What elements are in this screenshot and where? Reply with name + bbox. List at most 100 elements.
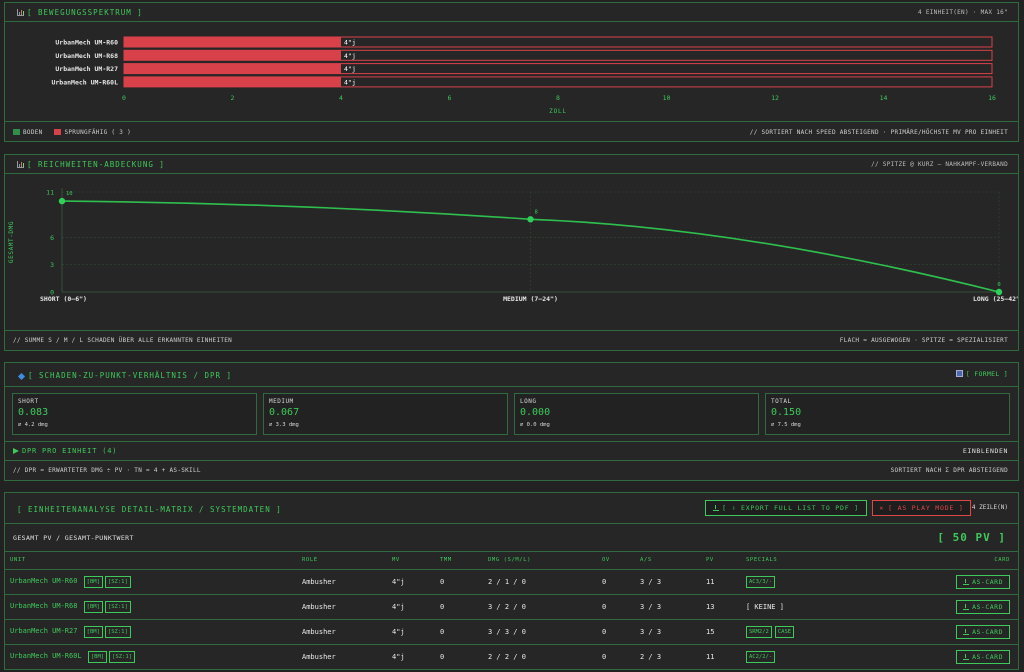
- specials-cell: AC3/3/-: [741, 569, 911, 595]
- special-tag: AC3/3/-: [746, 575, 776, 588]
- card-sub: ⌀ 3.3 dmg: [269, 422, 299, 428]
- as-card-button[interactable]: AS-CARD: [956, 599, 1010, 614]
- formula-button[interactable]: [ FORMEL ]: [955, 370, 1008, 378]
- as-cell: 3 / 3: [635, 594, 701, 620]
- card-value: 0.083: [18, 407, 49, 418]
- pv-cell: 11: [701, 569, 741, 595]
- size-tag: [SZ:1]: [104, 575, 131, 588]
- type-tag: [BM]: [83, 625, 103, 638]
- y-tick-label: 6: [50, 234, 54, 242]
- card-sub: ⌀ 0.0 dmg: [520, 422, 550, 428]
- size-tag: [SZ:1]: [104, 625, 131, 638]
- col-role[interactable]: ROLE: [297, 552, 387, 570]
- card-sub: ⌀ 7.5 dmg: [771, 422, 801, 428]
- y-tick-label: 3: [50, 261, 54, 269]
- range-footer-right: FLACH = AUSGEWOGEN · SPITZE = SPEZIALISI…: [839, 337, 1008, 344]
- movement-chart: UrbanMech UM-R60 4"j UrbanMech UM-R68 4"j Ur…: [51, 36, 996, 115]
- tmm-cell: 0: [435, 569, 483, 595]
- dpr-per-unit-toggle[interactable]: DPR PRO EINHEIT (4): [13, 447, 117, 455]
- data-point: [995, 288, 1003, 296]
- col-unit[interactable]: UNIT: [5, 552, 297, 570]
- as-play-mode-button[interactable]: ✕[ AS PLAY MODE ]: [872, 500, 971, 516]
- total-label: GESAMT PV / GESAMT-PUNKTWERT: [13, 534, 134, 542]
- bar-value-label: 4"j: [344, 39, 356, 47]
- ov-cell: 0: [597, 619, 635, 645]
- bar-category-label: UrbanMech UM-R27: [55, 65, 118, 73]
- pv-cell: 15: [701, 619, 741, 645]
- jump-bar: [124, 76, 341, 87]
- divider: [5, 460, 1018, 461]
- download-icon: [713, 505, 720, 511]
- unit-name[interactable]: UrbanMech UM-R27: [10, 626, 78, 635]
- special-tag: SRM2/2: [746, 625, 772, 638]
- card-label: MEDIUM: [269, 398, 294, 405]
- col-card[interactable]: CARD: [911, 552, 1018, 570]
- role-cell: Ambusher: [297, 644, 387, 670]
- ground-swatch: [13, 129, 20, 135]
- as-card-button[interactable]: AS-CARD: [956, 574, 1010, 589]
- ov-cell: 0: [597, 569, 635, 595]
- card-label: TOTAL: [771, 398, 792, 405]
- movement-legend: BODEN SPRUNGFÄHIG ( 3 ): [13, 129, 131, 136]
- tmm-cell: 0: [435, 594, 483, 620]
- card-value: 0.000: [520, 407, 551, 418]
- x-tick-label: 14: [880, 94, 888, 102]
- bar-category-label: UrbanMech UM-R60L: [51, 78, 118, 86]
- special-tag: AC2/2/-: [746, 650, 776, 663]
- col-mv[interactable]: MV: [387, 552, 435, 570]
- specials-cell: SRM2/2 CASE: [741, 619, 911, 645]
- unit-name[interactable]: UrbanMech UM-R60: [10, 576, 78, 585]
- card-cell: AS-CARD: [911, 644, 1018, 670]
- range-footer-left: // SUMME S / M / L SCHADEN ÜBER ALLE ERK…: [13, 337, 233, 344]
- swords-icon: ✕: [879, 504, 885, 512]
- table-row: UrbanMech UM-R27 [BM] [SZ:1] Ambusher 4"j 0 3…: [5, 619, 1018, 645]
- mv-cell: 4"j: [387, 644, 435, 670]
- type-tag: [BM]: [83, 600, 103, 613]
- as-card-button[interactable]: AS-CARD: [956, 624, 1010, 639]
- x-tick-label: 6: [448, 94, 452, 102]
- show-button[interactable]: EINBLENDEN: [962, 447, 1008, 455]
- col-ov[interactable]: OV: [597, 552, 635, 570]
- col-specials[interactable]: SPECIALS: [741, 552, 911, 570]
- as-card-button[interactable]: AS-CARD: [956, 649, 1010, 664]
- unit-name[interactable]: UrbanMech UM-R60L: [10, 651, 82, 660]
- mv-cell: 4"j: [387, 619, 435, 645]
- bar-value-label: 4"j: [344, 52, 356, 60]
- x-tick-label: 8: [556, 94, 560, 102]
- tmm-cell: 0: [435, 619, 483, 645]
- col-as[interactable]: A/S: [635, 552, 701, 570]
- x-axis-label: ZOLL: [549, 108, 567, 115]
- chart-icon: [17, 9, 24, 16]
- y-tick-label: 0: [50, 289, 54, 297]
- y-tick-label: 11: [46, 189, 54, 197]
- unit-name[interactable]: UrbanMech UM-R68: [10, 601, 78, 610]
- col-tmm[interactable]: TMM: [435, 552, 483, 570]
- expand-icon: [13, 448, 19, 454]
- download-icon: [963, 603, 970, 610]
- table-row: UrbanMech UM-R68 [BM] [SZ:1] Ambusher 4"j 0 3…: [5, 594, 1018, 620]
- range-title: [ REICHWEITEN-ABDECKUNG ]: [17, 160, 165, 169]
- size-tag: [SZ:1]: [109, 650, 135, 663]
- col-pv[interactable]: PV: [701, 552, 741, 570]
- divider: [5, 330, 1018, 331]
- card-label: SHORT: [18, 398, 39, 405]
- dmg-cell: 2 / 1 / 0: [483, 569, 597, 595]
- legend-ground: BODEN: [23, 129, 43, 136]
- download-icon: [963, 653, 970, 660]
- chart-icon: [17, 161, 24, 168]
- bar-category-label: UrbanMech UM-R68: [55, 52, 118, 60]
- data-label: 8: [535, 209, 538, 215]
- dpr-card-short: SHORT 0.083 ⌀ 4.2 dmg: [12, 393, 257, 435]
- x-tick-label: SHORT (0–6"): [40, 295, 87, 303]
- data-label: 0: [997, 282, 1000, 288]
- export-pdf-button[interactable]: [ ⇩ EXPORT FULL LIST TO PDF ]: [705, 500, 867, 516]
- matrix-panel: [ EINHEITENANALYSE DETAIL-MATRIX / SYSTE…: [4, 492, 1019, 670]
- col-dmg[interactable]: DMG (S/M/L): [483, 552, 597, 570]
- matrix-title: [ EINHEITENANALYSE DETAIL-MATRIX / SYSTE…: [17, 505, 282, 514]
- rows-count: 4 ZEILE(N): [971, 504, 1008, 511]
- y-axis-label: GESAMT-DMG: [8, 221, 15, 263]
- dmg-cell: 3 / 3 / 0: [483, 619, 597, 645]
- jump-bar: [124, 50, 341, 61]
- ov-cell: 0: [597, 594, 635, 620]
- as-cell: 3 / 3: [635, 569, 701, 595]
